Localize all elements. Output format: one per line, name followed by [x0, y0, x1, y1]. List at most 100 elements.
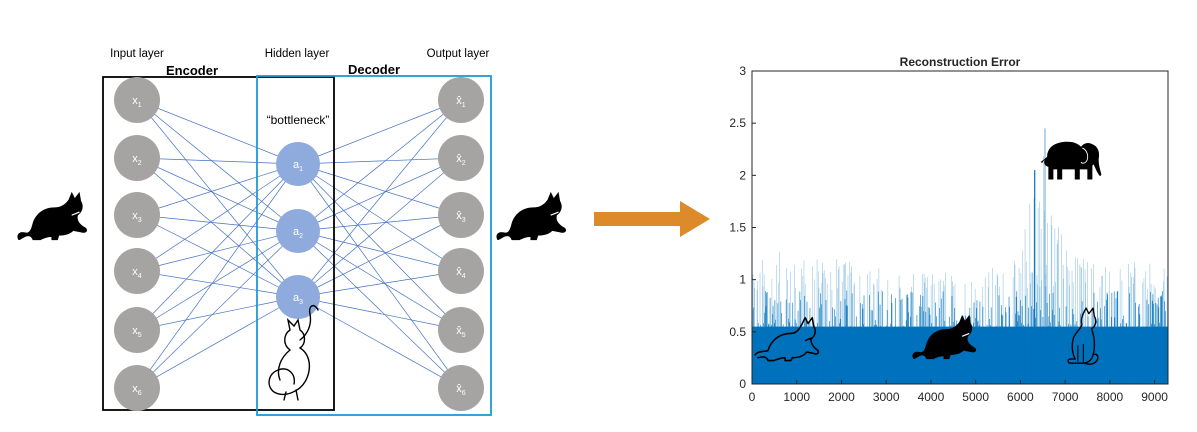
connection-line	[297, 163, 462, 331]
output-node: x̂3	[438, 192, 484, 238]
x-tick-label: 3000	[873, 390, 900, 404]
connection-line	[297, 296, 462, 389]
node-label-subscript: 2	[462, 160, 466, 167]
node-circle	[114, 307, 160, 353]
node-label: x2	[132, 153, 142, 167]
x-tick-label: 1000	[783, 390, 810, 404]
node-label-subscript: 3	[138, 217, 142, 224]
node-circle	[438, 365, 484, 411]
connection-line	[297, 230, 462, 272]
y-tick-label: 0.5	[729, 325, 746, 339]
connection-line	[297, 99, 462, 298]
node-circle	[114, 192, 160, 238]
network-connections	[136, 99, 462, 389]
node-label: x̂5	[456, 325, 466, 339]
bottleneck-cat-sketch-icon	[268, 304, 319, 401]
hidden-node: a1	[276, 142, 320, 186]
input-cat-icon	[16, 191, 88, 241]
node-label: x3	[132, 210, 142, 224]
y-tick-label: 3	[739, 64, 746, 78]
node-circle	[276, 142, 320, 186]
pipeline-arrow-icon	[594, 201, 710, 237]
node-label-subscript: 2	[138, 160, 142, 167]
connection-line	[297, 214, 462, 232]
connection-line	[136, 214, 299, 232]
connection-line	[297, 230, 462, 331]
node-label-subscript: 4	[462, 273, 466, 280]
connection-line	[136, 163, 299, 216]
node-label-subscript: 1	[462, 102, 466, 109]
x-tick-label: 8000	[1096, 390, 1123, 404]
node-label-base: x	[132, 325, 138, 337]
node-circle	[114, 365, 160, 411]
connection-line	[297, 157, 462, 165]
connection-line	[136, 157, 299, 232]
node-label-subscript: 1	[299, 166, 303, 173]
node-label-base: x̂	[456, 95, 462, 107]
node-label-subscript: 3	[462, 217, 466, 224]
node-label: x5	[132, 325, 142, 339]
node-label-base: a	[293, 226, 300, 238]
x-tick-label: 0	[749, 390, 756, 404]
node-label-subscript: 4	[138, 273, 142, 280]
output-node: x̂5	[438, 307, 484, 353]
node-label-subscript: 3	[299, 299, 303, 306]
input-node: x3	[114, 192, 160, 238]
connection-line	[297, 157, 462, 232]
connection-line	[297, 163, 462, 216]
node-circle	[438, 307, 484, 353]
connection-line	[136, 296, 299, 389]
x-tick-label: 9000	[1141, 390, 1168, 404]
connection-line	[136, 296, 299, 331]
connection-line	[297, 163, 462, 272]
node-label: a1	[293, 159, 303, 173]
output-node: x̂4	[438, 248, 484, 294]
node-circle	[114, 248, 160, 294]
chart-title: Reconstruction Error	[900, 55, 1021, 69]
connection-line	[136, 270, 299, 298]
node-label-subscript: 5	[138, 332, 142, 339]
y-tick-label: 1	[739, 273, 746, 287]
connection-line	[297, 230, 462, 389]
x-tick-label: 7000	[1052, 390, 1079, 404]
connection-line	[136, 99, 299, 298]
connection-line	[136, 163, 299, 389]
node-label-base: x̂	[456, 210, 462, 222]
node-label-base: x̂	[456, 266, 462, 278]
node-circle	[438, 77, 484, 123]
connection-line	[136, 230, 299, 331]
connection-line	[297, 296, 462, 331]
input-node: x2	[114, 135, 160, 181]
node-label: x̂4	[456, 266, 466, 280]
input-layer-label: Input layer	[110, 48, 164, 60]
node-label-base: a	[293, 159, 300, 171]
node-label: a3	[293, 292, 303, 306]
connection-line	[136, 99, 299, 232]
node-label: x4	[132, 266, 142, 280]
connection-line	[136, 157, 299, 298]
connection-line	[136, 230, 299, 272]
node-label-base: x	[132, 210, 138, 222]
x-tick-label: 2000	[828, 390, 855, 404]
decoder-box	[256, 75, 492, 416]
node-label-subscript: 5	[462, 332, 466, 339]
y-tick-label: 1.5	[729, 221, 746, 235]
decoder-label: Decoder	[348, 62, 400, 77]
output-layer-label: Output layer	[427, 48, 490, 60]
node-label: x̂1	[456, 95, 466, 109]
node-label-base: x̂	[456, 325, 462, 337]
node-label: a2	[293, 226, 303, 240]
node-circle	[114, 77, 160, 123]
y-tick-label: 2.5	[729, 116, 746, 130]
node-label-subscript: 2	[299, 233, 303, 240]
node-label-base: x̂	[456, 153, 462, 165]
output-cat-icon	[495, 191, 567, 241]
input-node: x6	[114, 365, 160, 411]
node-label: x6	[132, 383, 142, 397]
node-circle	[114, 135, 160, 181]
connection-line	[297, 99, 462, 165]
node-label-base: x	[132, 383, 138, 395]
connection-line	[297, 157, 462, 298]
